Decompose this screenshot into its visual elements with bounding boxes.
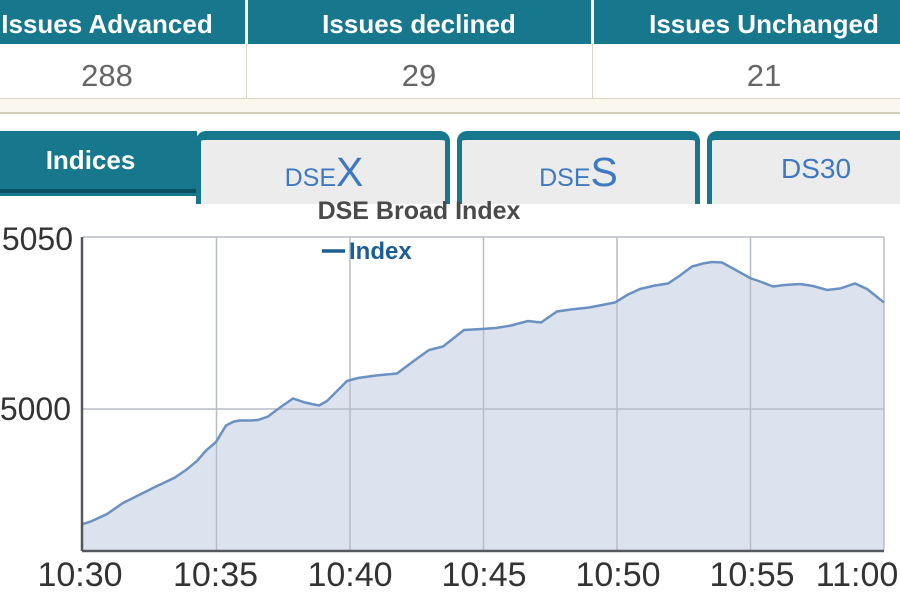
svg-text:10:30: 10:30 [37, 556, 122, 594]
svg-text:DSE Broad Index: DSE Broad Index [318, 197, 521, 225]
svg-text:5050: 5050 [2, 221, 73, 257]
svg-text:10:50: 10:50 [575, 556, 660, 594]
svg-text:Index: Index [349, 238, 412, 265]
svg-text:11:00: 11:00 [816, 556, 899, 594]
svg-text:5000: 5000 [0, 391, 71, 427]
svg-text:10:35: 10:35 [173, 556, 258, 594]
svg-text:10:40: 10:40 [307, 556, 392, 594]
svg-text:10:55: 10:55 [709, 556, 794, 594]
svg-text:10:45: 10:45 [441, 556, 526, 594]
